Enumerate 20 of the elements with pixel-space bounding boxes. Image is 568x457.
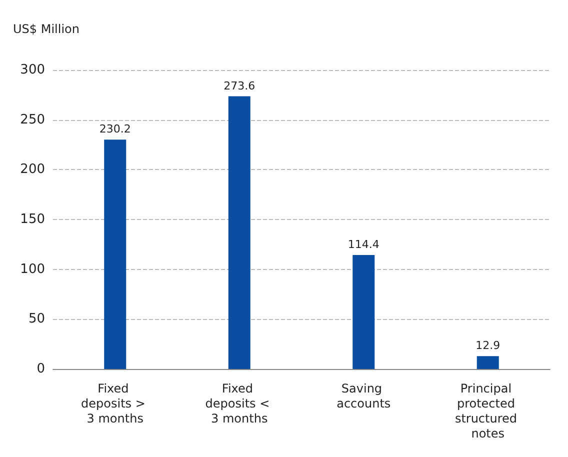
- y-tick-label: 150: [20, 212, 45, 227]
- x-tick-label: Principal protected structured notes: [454, 382, 521, 440]
- y-tick-label: 0: [36, 362, 45, 376]
- y-tick-label: 50: [28, 312, 45, 327]
- bar: [352, 254, 375, 369]
- x-tick-label: Fixed deposits > 3 months: [81, 382, 150, 426]
- y-tick-label: 250: [20, 112, 45, 128]
- bar: [228, 96, 250, 369]
- bar: [476, 356, 499, 369]
- data-label: 114.4: [348, 238, 380, 251]
- y-tick-label: 100: [20, 262, 45, 277]
- data-label: 273.6: [224, 79, 256, 92]
- bar: [104, 140, 126, 369]
- x-tick-label: Saving accounts: [336, 382, 391, 410]
- data-label: 230.2: [99, 122, 131, 136]
- data-label: 12.9: [476, 339, 500, 352]
- y-tick-label: 200: [20, 162, 45, 178]
- x-tick-label: Fixed deposits < 3 months: [205, 382, 274, 426]
- y-tick-label: 300: [20, 62, 45, 78]
- y-axis-title: US$ Million: [13, 22, 80, 36]
